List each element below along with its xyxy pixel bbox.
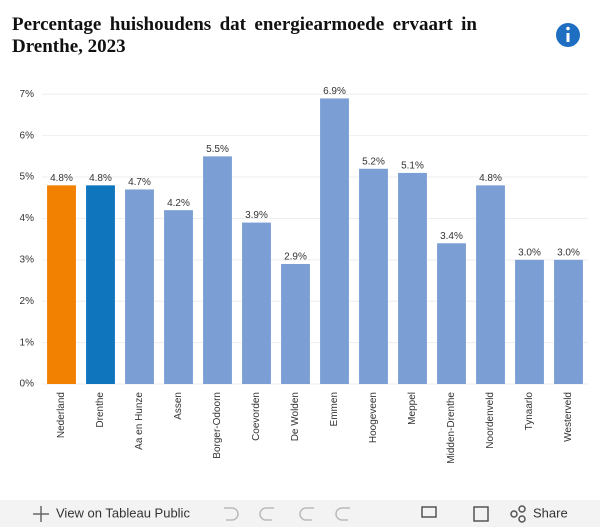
toolbar-icons xyxy=(224,505,526,523)
share-icon[interactable] xyxy=(518,515,526,523)
bar xyxy=(515,259,544,384)
y-tick-label: 0% xyxy=(20,379,35,390)
value-label: 4.7% xyxy=(128,177,151,188)
bar xyxy=(281,263,310,384)
info-icon[interactable] xyxy=(556,23,580,47)
bar xyxy=(86,185,115,384)
y-tick-label: 5% xyxy=(20,172,35,183)
value-label: 5.1% xyxy=(401,161,424,172)
x-tick-label: Aa en Hunze xyxy=(134,392,145,450)
value-label: 6.9% xyxy=(323,86,346,97)
value-label: 3.0% xyxy=(518,247,541,258)
value-label: 3.4% xyxy=(440,231,463,242)
bar xyxy=(437,243,466,384)
refresh-icon[interactable] xyxy=(335,507,350,521)
bar xyxy=(203,156,232,384)
y-tick-label: 4% xyxy=(20,213,35,224)
x-tick-label: Borger-Odoorn xyxy=(212,392,223,459)
x-tick-label: Coevorden xyxy=(251,392,262,441)
bar xyxy=(554,259,583,384)
x-tick-label: Westerveld xyxy=(563,392,574,442)
value-label: 5.5% xyxy=(206,144,229,155)
value-label: 5.2% xyxy=(362,156,385,167)
y-tick-label: 1% xyxy=(20,337,35,348)
x-tick-label: Assen xyxy=(173,392,184,420)
bar xyxy=(398,172,427,384)
y-tick-label: 3% xyxy=(20,254,35,265)
value-label: 4.8% xyxy=(479,173,502,184)
value-label: 2.9% xyxy=(284,252,307,263)
bar xyxy=(320,98,349,385)
x-tick-label: Nederland xyxy=(56,392,67,438)
bar xyxy=(125,189,154,384)
value-label: 4.8% xyxy=(89,173,112,184)
redo-icon[interactable] xyxy=(259,507,274,521)
y-tick-label: 2% xyxy=(20,296,35,307)
share-icon[interactable] xyxy=(518,505,526,513)
share-link[interactable]: Share xyxy=(533,505,568,520)
y-tick-label: 7% xyxy=(20,89,35,100)
fullscreen-icon[interactable] xyxy=(473,506,489,522)
info-bar xyxy=(566,33,570,42)
x-tick-label: De Wolden xyxy=(290,392,301,441)
bar xyxy=(47,185,76,384)
bar xyxy=(476,185,505,384)
chart-title: Percentage huishoudens dat energiearmoed… xyxy=(12,14,477,57)
y-tick-label: 6% xyxy=(20,130,35,141)
x-tick-label: Meppel xyxy=(407,392,418,425)
value-label: 4.8% xyxy=(50,173,73,184)
x-tick-label: Midden-Drenthe xyxy=(446,392,457,464)
x-tick-label: Emmen xyxy=(329,392,340,426)
x-tick-label: Hoogeveen xyxy=(368,392,379,443)
bar xyxy=(242,222,271,384)
share-icon[interactable] xyxy=(510,510,518,518)
bar xyxy=(164,210,193,384)
value-label: 4.2% xyxy=(167,198,190,209)
download-icon[interactable] xyxy=(421,506,437,518)
view-link[interactable]: View on Tableau Public xyxy=(56,505,190,520)
value-label: 3.9% xyxy=(245,210,268,221)
revert-icon[interactable] xyxy=(299,507,314,521)
bar xyxy=(359,168,388,384)
value-label: 3.0% xyxy=(557,247,580,258)
x-tick-label: Tynaarlo xyxy=(524,392,535,431)
x-tick-label: Noordenveld xyxy=(485,392,496,449)
tableau-icon[interactable] xyxy=(33,506,49,522)
x-tick-label: Drenthe xyxy=(95,392,106,428)
info-dot xyxy=(566,26,570,31)
undo-icon[interactable] xyxy=(224,507,239,521)
